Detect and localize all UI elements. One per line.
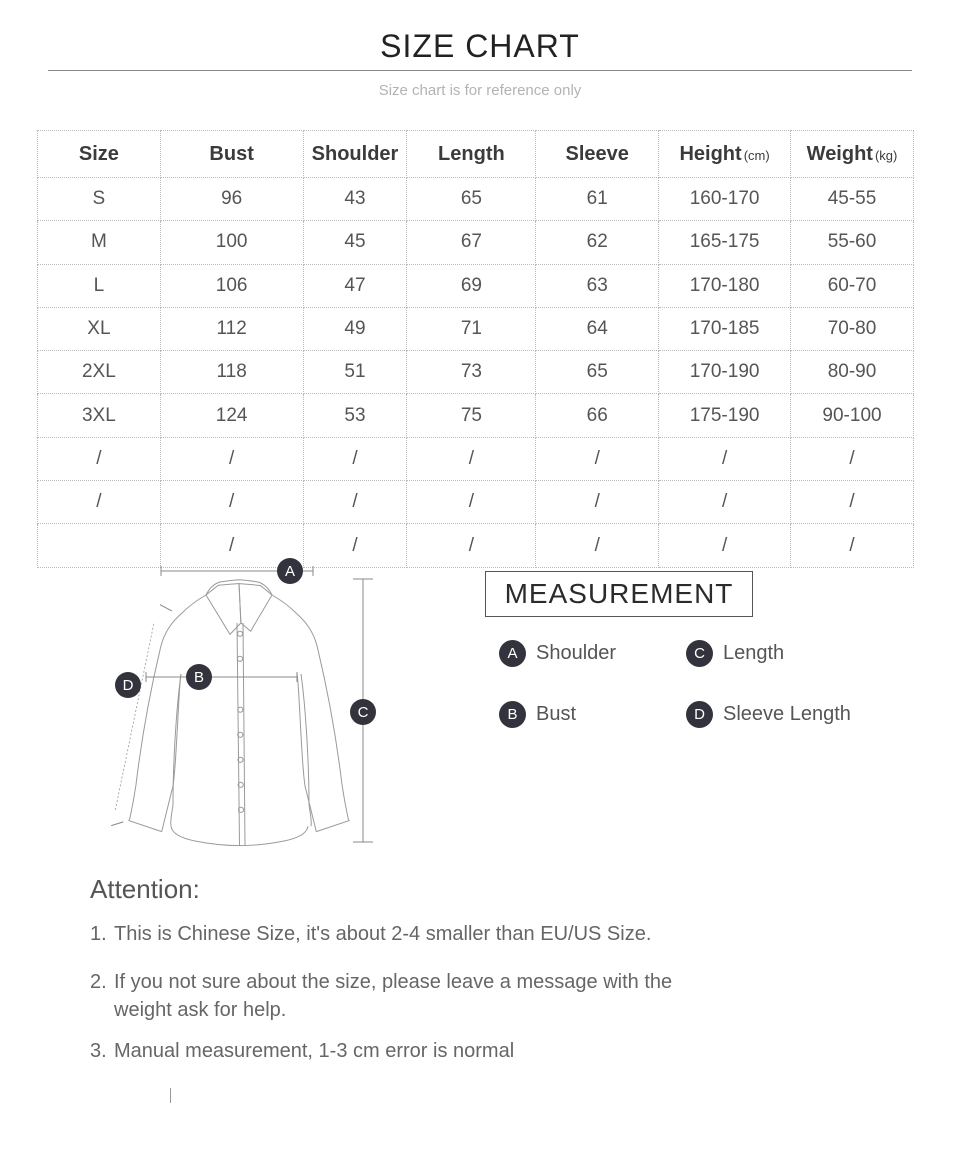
- svg-text:C: C: [358, 704, 369, 721]
- svg-text:D: D: [123, 677, 134, 694]
- svg-text:B: B: [194, 669, 204, 686]
- svg-text:A: A: [285, 563, 295, 580]
